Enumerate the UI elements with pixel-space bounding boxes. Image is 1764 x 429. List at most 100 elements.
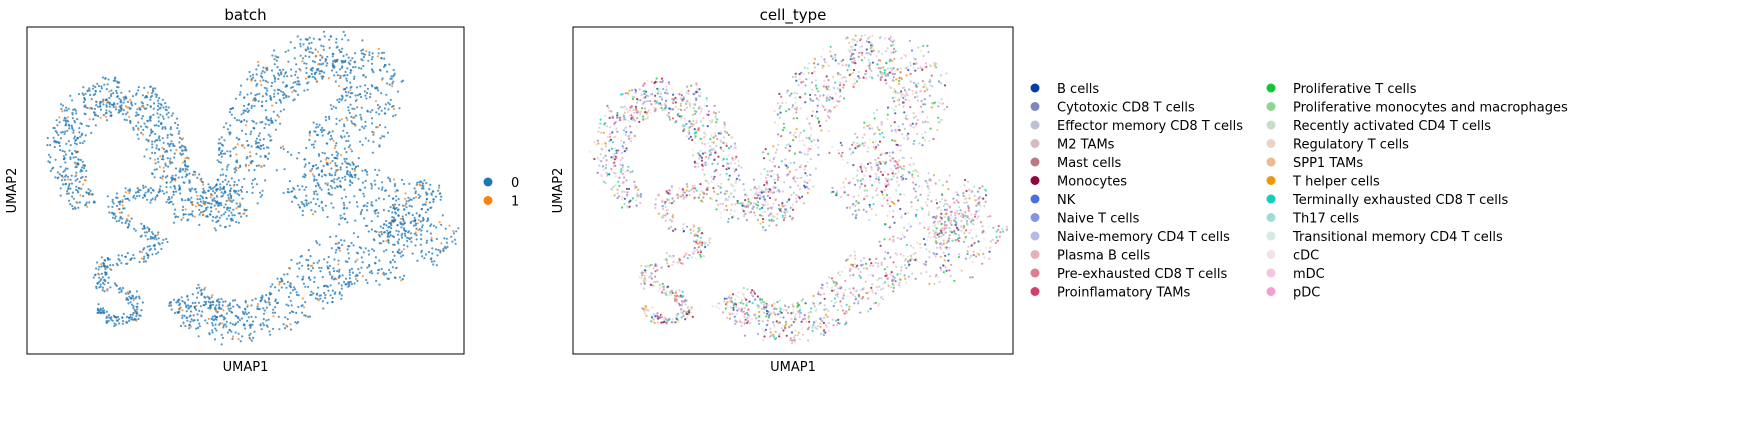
data-point (302, 275, 305, 278)
data-point (72, 156, 75, 159)
data-point (313, 276, 316, 279)
data-point (713, 132, 717, 135)
data-point (634, 105, 638, 108)
data-point (200, 315, 203, 318)
data-point (905, 134, 909, 137)
data-point (347, 135, 350, 138)
data-point (314, 71, 317, 75)
data-point (243, 212, 246, 215)
data-point (810, 81, 814, 84)
data-point (333, 292, 336, 295)
data-point (792, 191, 796, 195)
data-point (297, 305, 300, 309)
data-point (893, 39, 896, 42)
data-point (383, 57, 386, 60)
data-point (126, 111, 129, 114)
data-point (862, 144, 866, 147)
data-point (429, 258, 432, 261)
data-point (220, 136, 223, 139)
data-point (259, 195, 262, 198)
data-point (223, 206, 226, 209)
data-point (115, 204, 119, 208)
data-point (350, 282, 353, 286)
data-point (795, 128, 798, 131)
data-point (321, 56, 324, 59)
data-point (235, 202, 238, 205)
data-point (99, 90, 102, 93)
data-point (912, 169, 915, 173)
data-point (685, 225, 689, 228)
data-point (773, 324, 776, 327)
data-point (65, 122, 68, 125)
data-point (923, 98, 926, 101)
data-point (225, 320, 228, 323)
data-point (187, 213, 190, 216)
data-point (598, 126, 601, 129)
data-point (308, 138, 311, 141)
data-point (269, 117, 273, 120)
data-point (965, 220, 969, 223)
data-point (303, 89, 306, 92)
data-point (274, 306, 277, 309)
data-point (300, 201, 303, 204)
data-point (423, 203, 426, 206)
data-point (772, 202, 775, 205)
data-point (121, 217, 124, 220)
data-point (908, 39, 912, 43)
data-point (129, 301, 132, 304)
data-point (353, 77, 356, 80)
data-point (252, 76, 255, 79)
data-point (912, 126, 915, 129)
data-point (402, 227, 406, 230)
data-point (311, 51, 314, 55)
data-point (117, 219, 121, 222)
data-point (437, 248, 440, 251)
data-point (801, 298, 805, 301)
data-point (428, 188, 431, 191)
data-point (345, 86, 348, 89)
data-point (210, 188, 213, 191)
data-point (278, 74, 281, 77)
data-point (220, 143, 224, 146)
data-point (284, 316, 287, 319)
data-point (892, 275, 895, 278)
data-point (142, 260, 145, 263)
data-point (375, 199, 378, 202)
data-point (360, 118, 363, 121)
data-point (145, 148, 148, 151)
data-point (230, 197, 233, 200)
data-point (196, 291, 200, 294)
data-point (378, 124, 381, 127)
data-point (380, 188, 383, 191)
data-point (254, 140, 257, 143)
data-point (370, 68, 373, 71)
data-point (768, 337, 771, 340)
data-point (351, 57, 354, 60)
data-point (365, 50, 368, 53)
data-point (424, 211, 428, 214)
data-point (851, 213, 854, 216)
data-point (140, 222, 143, 225)
data-point (61, 176, 65, 179)
data-point (196, 313, 199, 316)
data-point (646, 115, 649, 118)
data-point (875, 285, 878, 289)
data-point (294, 321, 297, 324)
data-point (895, 265, 898, 268)
data-point (356, 258, 359, 261)
data-point (779, 105, 782, 108)
data-point (751, 302, 754, 305)
data-point (107, 78, 110, 81)
data-point (834, 81, 837, 84)
data-point (214, 327, 217, 330)
data-point (311, 173, 314, 176)
data-point (338, 249, 341, 252)
data-point (265, 87, 268, 90)
data-point (157, 160, 160, 164)
data-point (832, 281, 836, 284)
data-point (213, 338, 217, 341)
data-point (375, 126, 378, 129)
data-point (140, 105, 143, 108)
data-point (346, 67, 349, 70)
data-point (140, 101, 143, 104)
